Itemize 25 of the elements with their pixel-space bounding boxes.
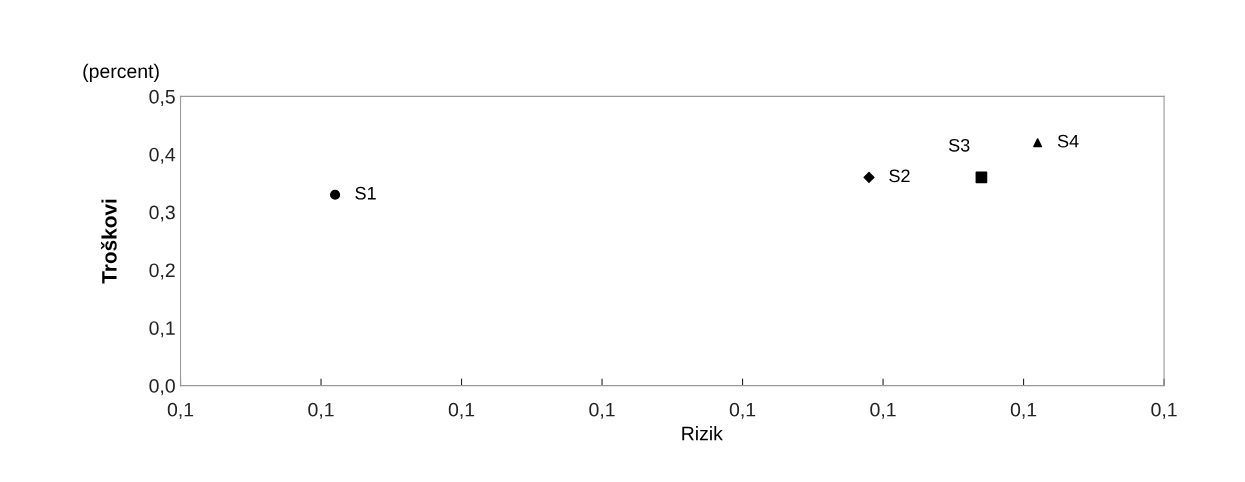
x-axis-title: Rizik bbox=[682, 426, 723, 441]
y-tick-label: 0,2 bbox=[149, 263, 175, 280]
point bbox=[975, 171, 988, 184]
x-tick-label: 0,1 bbox=[589, 402, 615, 419]
x-tick-label: 0,1 bbox=[729, 402, 756, 419]
x-tick-label: 0,1 bbox=[448, 402, 475, 419]
y-tick-label: 0,0 bbox=[149, 379, 175, 396]
y-axis-title: Troškovi bbox=[100, 199, 117, 284]
series-label: S3 bbox=[948, 138, 970, 152]
x-tick-label: 0,1 bbox=[870, 402, 896, 419]
y-tick-label: 0,1 bbox=[149, 321, 175, 338]
y-tick-label: 0,5 bbox=[149, 89, 175, 106]
y-tick-label: 0,4 bbox=[149, 147, 176, 164]
point bbox=[329, 189, 341, 200]
x-tick-label: 0,1 bbox=[1010, 402, 1037, 419]
series-label: S1 bbox=[355, 186, 376, 200]
x-tick-label: 0,1 bbox=[1151, 402, 1177, 419]
series-label: S4 bbox=[1057, 134, 1079, 148]
x-tick-label: 0,1 bbox=[167, 402, 194, 419]
y-tick-label: 0,3 bbox=[149, 205, 175, 222]
x-tick-label: 0,1 bbox=[308, 402, 334, 419]
series-label: S2 bbox=[889, 169, 910, 183]
point bbox=[1033, 138, 1043, 148]
text: (percent) bbox=[83, 63, 159, 82]
point bbox=[863, 171, 875, 183]
